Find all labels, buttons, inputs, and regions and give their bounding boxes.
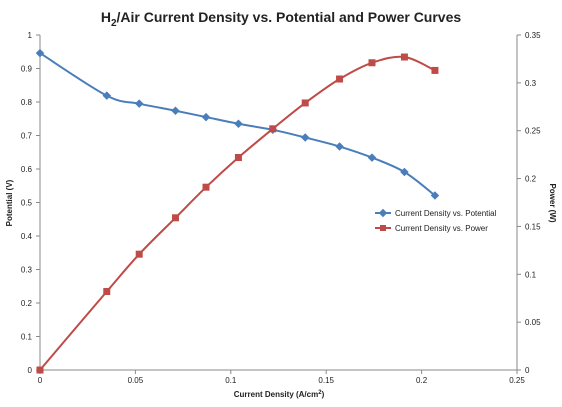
data-point xyxy=(103,288,111,296)
data-point xyxy=(171,106,180,115)
x-tick-label: 0.1 xyxy=(225,376,237,385)
data-point xyxy=(336,75,344,83)
x-axis-title-superscript: 2 xyxy=(318,390,322,396)
x-axis-title: Current Density (A/cm2) xyxy=(234,390,325,399)
data-point xyxy=(202,183,210,191)
legend-marker-potential xyxy=(378,208,388,218)
x-axis-ticks: 0 0.05 0.1 0.15 0.2 0.25 xyxy=(38,370,525,385)
chart-title-rest: /Air Current Density vs. Potential and P… xyxy=(117,9,462,25)
legend-label-power: Current Density vs. Power xyxy=(395,224,488,233)
x-tick-label: 0.15 xyxy=(318,376,334,385)
y-right-axis-ticks: 0 0.05 0.1 0.15 0.2 0.25 0.3 0.35 xyxy=(517,31,541,375)
chart-title-prefix: H xyxy=(101,9,111,25)
data-point xyxy=(134,99,144,108)
data-point xyxy=(35,48,45,58)
data-point xyxy=(301,99,309,107)
legend-label-potential: Current Density vs. Potential xyxy=(395,209,497,218)
data-point xyxy=(431,66,439,74)
legend-marker-power xyxy=(380,225,386,231)
y-left-tick-label: 0.1 xyxy=(21,333,33,342)
y-left-tick-label: 0.8 xyxy=(21,98,33,107)
plot-area xyxy=(39,35,518,371)
data-point xyxy=(430,191,440,200)
data-point xyxy=(368,59,376,67)
data-point xyxy=(135,250,143,258)
x-axis-title-main: Current Density (A/cm xyxy=(234,390,318,399)
legend-entry-power: Current Density vs. Power xyxy=(375,224,488,233)
series-power xyxy=(36,53,439,374)
data-point xyxy=(300,133,310,142)
data-point xyxy=(269,125,277,133)
x-tick-label: 0.05 xyxy=(128,376,144,385)
data-point xyxy=(36,366,44,374)
y-left-tick-label: 0.7 xyxy=(21,132,33,141)
data-point xyxy=(335,142,344,151)
y-left-tick-label: 0.4 xyxy=(21,232,33,241)
y-left-axis-title: Potential (V) xyxy=(5,179,14,226)
data-point xyxy=(400,167,409,177)
legend-entry-potential: Current Density vs. Potential xyxy=(375,208,497,218)
series-layer xyxy=(35,48,440,374)
y-left-tick-label: 1 xyxy=(28,31,33,40)
y-right-tick-label: 0.35 xyxy=(525,31,541,40)
y-right-tick-label: 0.15 xyxy=(525,222,541,231)
y-left-tick-label: 0.3 xyxy=(21,266,33,275)
data-point xyxy=(234,154,242,162)
y-left-axis-ticks: 0 0.1 0.2 0.3 0.4 0.5 0.6 0.7 0.8 0.9 1 xyxy=(21,31,40,375)
data-point xyxy=(201,112,211,122)
y-right-tick-label: 0.25 xyxy=(525,127,541,136)
x-tick-label: 0.25 xyxy=(509,376,525,385)
y-right-tick-label: 0.2 xyxy=(525,175,537,184)
y-left-tick-label: 0.9 xyxy=(21,65,33,74)
y-left-tick-label: 0.5 xyxy=(21,199,33,208)
y-right-tick-label: 0.1 xyxy=(525,270,537,279)
data-point xyxy=(400,53,408,61)
x-tick-label: 0.2 xyxy=(416,376,428,385)
y-left-tick-label: 0.2 xyxy=(21,299,33,308)
chart-title: H2/Air Current Density vs. Potential and… xyxy=(101,9,462,29)
y-right-axis-title: Power (W) xyxy=(548,183,557,222)
data-point xyxy=(367,153,377,162)
chart-title-subscript: 2 xyxy=(111,18,117,29)
series-potential xyxy=(35,48,440,200)
x-tick-label: 0 xyxy=(38,376,43,385)
y-right-tick-label: 0.05 xyxy=(525,318,541,327)
y-left-tick-label: 0.6 xyxy=(21,165,33,174)
data-point xyxy=(234,119,243,129)
x-axis-title-end: ) xyxy=(322,390,325,399)
data-point xyxy=(171,214,179,222)
data-point xyxy=(102,91,112,100)
y-left-tick-label: 0 xyxy=(28,366,33,375)
y-right-tick-label: 0.3 xyxy=(525,79,537,88)
legend: Current Density vs. Potential Current De… xyxy=(375,208,497,233)
y-right-tick-label: 0 xyxy=(525,366,530,375)
